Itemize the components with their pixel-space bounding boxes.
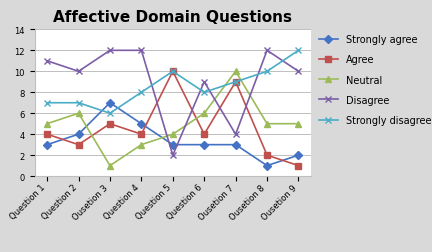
Disagree [76, 71, 81, 74]
Strongly agree [170, 144, 175, 147]
Strongly disagree [296, 50, 301, 53]
Strongly agree [76, 133, 81, 136]
Line: Strongly disagree: Strongly disagree [44, 48, 302, 117]
Agree [264, 154, 270, 157]
Disagree [264, 50, 270, 53]
Neutral [44, 123, 50, 126]
Disagree [44, 60, 50, 63]
Disagree [296, 71, 301, 74]
Line: Disagree: Disagree [44, 48, 302, 159]
Neutral [76, 112, 81, 115]
Disagree [139, 50, 144, 53]
Strongly agree [296, 154, 301, 157]
Strongly agree [264, 165, 270, 168]
Line: Neutral: Neutral [44, 69, 302, 169]
Strongly agree [44, 144, 50, 147]
Strongly disagree [139, 91, 144, 94]
Agree [170, 71, 175, 74]
Neutral [296, 123, 301, 126]
Neutral [264, 123, 270, 126]
Agree [233, 81, 238, 84]
Strongly disagree [76, 102, 81, 105]
Disagree [233, 133, 238, 136]
Agree [139, 133, 144, 136]
Neutral [202, 112, 207, 115]
Agree [202, 133, 207, 136]
Disagree [202, 81, 207, 84]
Neutral [170, 133, 175, 136]
Neutral [108, 165, 113, 168]
Line: Agree: Agree [44, 69, 301, 169]
Neutral [233, 71, 238, 74]
Neutral [139, 144, 144, 147]
Agree [76, 144, 81, 147]
Disagree [170, 154, 175, 157]
Line: Strongly agree: Strongly agree [44, 101, 301, 169]
Agree [108, 123, 113, 126]
Strongly disagree [44, 102, 50, 105]
Agree [296, 165, 301, 168]
Disagree [108, 50, 113, 53]
Strongly disagree [170, 71, 175, 74]
Strongly disagree [264, 71, 270, 74]
Title: Affective Domain Questions: Affective Domain Questions [53, 10, 292, 25]
Strongly agree [139, 123, 144, 126]
Strongly disagree [233, 81, 238, 84]
Strongly agree [202, 144, 207, 147]
Strongly disagree [108, 112, 113, 115]
Strongly agree [108, 102, 113, 105]
Strongly agree [233, 144, 238, 147]
Agree [44, 133, 50, 136]
Legend: Strongly agree, Agree, Neutral, Disagree, Strongly disagree: Strongly agree, Agree, Neutral, Disagree… [319, 35, 432, 125]
Strongly disagree [202, 91, 207, 94]
